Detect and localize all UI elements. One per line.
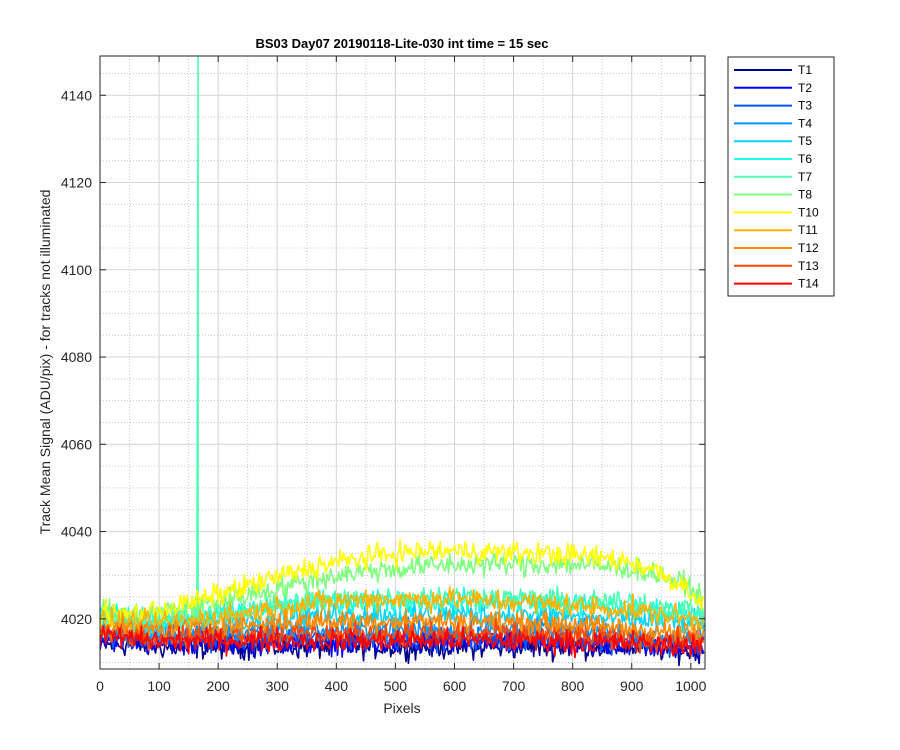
x-tick-label: 0 bbox=[96, 678, 104, 694]
legend-label-t1: T1 bbox=[798, 63, 812, 77]
legend-label-t4: T4 bbox=[798, 116, 812, 130]
x-tick-label: 400 bbox=[325, 678, 349, 694]
series-line-t4 bbox=[100, 615, 705, 649]
y-axis-label: Track Mean Signal (ADU/pix) - for tracks… bbox=[37, 190, 53, 535]
legend-label-t10: T10 bbox=[798, 205, 819, 219]
x-tick-label: 200 bbox=[206, 678, 230, 694]
y-axis: 4020 4040 4060 4080 4100 4120 4140 bbox=[61, 87, 705, 627]
y-tick-label: 4080 bbox=[61, 349, 92, 365]
x-tick-label: 600 bbox=[443, 678, 467, 694]
x-tick-label: 500 bbox=[384, 678, 408, 694]
x-tick-label: 900 bbox=[620, 678, 644, 694]
x-tick-label: 100 bbox=[147, 678, 171, 694]
legend-label-t14: T14 bbox=[798, 277, 819, 291]
legend-label-t11: T11 bbox=[798, 223, 818, 237]
legend-label-t7: T7 bbox=[798, 170, 812, 184]
legend-label-t3: T3 bbox=[798, 99, 812, 113]
y-tick-label: 4040 bbox=[61, 524, 92, 540]
legend-label-t13: T13 bbox=[798, 259, 819, 273]
y-tick-label: 4140 bbox=[61, 87, 92, 103]
chart-title: BS03 Day07 20190118-Lite-030 int time = … bbox=[255, 36, 548, 51]
legend-label-t12: T12 bbox=[798, 241, 819, 255]
series-layer bbox=[100, 56, 705, 667]
y-tick-label: 4120 bbox=[61, 175, 92, 191]
series-line-t11 bbox=[100, 586, 705, 636]
series-line-t10 bbox=[100, 539, 705, 628]
x-axis-label: Pixels bbox=[383, 700, 420, 716]
legend-label-t6: T6 bbox=[798, 152, 812, 166]
legend-label-t8: T8 bbox=[798, 188, 812, 202]
y-tick-label: 4020 bbox=[61, 611, 92, 627]
legend-label-t5: T5 bbox=[798, 134, 812, 148]
y-tick-label: 4100 bbox=[61, 262, 92, 278]
series-line-t14 bbox=[100, 625, 705, 659]
legend: T1 T2 T3 T4 T5 T6 T7 T8 T10 T11 T12 T13 T14 bbox=[727, 56, 835, 297]
x-tick-label: 300 bbox=[266, 678, 290, 694]
x-tick-label: 1000 bbox=[675, 678, 706, 694]
series-line-t12 bbox=[100, 608, 705, 646]
series-line-t8 bbox=[100, 553, 705, 626]
plot-frame bbox=[99, 55, 706, 670]
x-tick-label: 700 bbox=[502, 678, 526, 694]
x-tick-label: 800 bbox=[561, 678, 585, 694]
legend-label-t2: T2 bbox=[798, 81, 812, 95]
y-tick-label: 4060 bbox=[61, 436, 92, 452]
x-axis: 0 100 200 300 400 500 600 700 800 900 1000 bbox=[96, 56, 707, 694]
